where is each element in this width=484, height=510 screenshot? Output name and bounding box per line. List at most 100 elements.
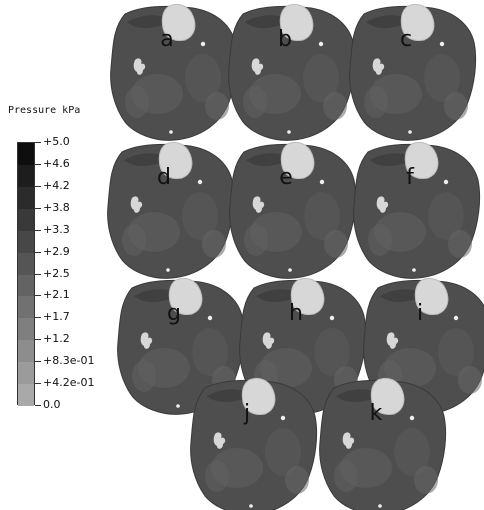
pressure-contour xyxy=(124,153,168,167)
scale-tick-label: +2.9 xyxy=(43,244,70,258)
pressure-contour xyxy=(428,192,464,240)
marker-dot xyxy=(453,315,459,321)
marker-dot xyxy=(443,179,449,185)
panel-label: h xyxy=(289,301,303,326)
scale-tick xyxy=(35,405,41,406)
scale-swatch xyxy=(18,318,34,341)
scale-swatch xyxy=(18,252,34,275)
bone-section xyxy=(372,58,385,75)
pressure-color-scale xyxy=(17,142,35,407)
low-pressure-region xyxy=(404,141,439,179)
scale-tick xyxy=(35,185,41,187)
low-pressure-region xyxy=(168,277,203,315)
scale-swatch xyxy=(18,274,34,297)
pressure-map-panel-a: a xyxy=(110,3,238,141)
pressure-contour xyxy=(336,389,380,403)
scale-tick-label: +3.3 xyxy=(43,222,70,236)
pressure-map-panel-e: e xyxy=(229,141,357,279)
marker-dot xyxy=(249,504,253,508)
panel-label: b xyxy=(278,27,292,52)
marker-dot xyxy=(169,130,173,134)
pressure-contour xyxy=(205,92,229,120)
scale-tick-label: +4.2 xyxy=(43,178,70,192)
panel-label: d xyxy=(157,165,171,190)
low-pressure-region xyxy=(414,277,449,315)
low-pressure-region xyxy=(161,3,196,41)
pressure-contour xyxy=(125,86,149,118)
scale-tick xyxy=(35,295,41,297)
pressure-contour xyxy=(256,289,300,303)
pressure-contour xyxy=(185,54,221,102)
pressure-map-panel-b: b xyxy=(228,3,356,141)
panel-label: c xyxy=(400,27,412,52)
pressure-contour xyxy=(444,92,468,120)
pressure-contour xyxy=(424,54,460,102)
scale-tick xyxy=(35,142,41,143)
pressure-contour xyxy=(303,54,339,102)
pressure-contour xyxy=(323,92,347,120)
bone-section xyxy=(213,432,226,449)
marker-dot xyxy=(200,41,206,47)
scale-tick xyxy=(35,383,41,385)
marker-dot xyxy=(439,41,445,47)
pressure-map-panel-f: f xyxy=(353,141,481,279)
low-pressure-region xyxy=(158,141,193,179)
pressure-map-panel-j: j xyxy=(190,377,318,510)
panel-label: g xyxy=(167,301,181,326)
pressure-contour xyxy=(265,428,301,476)
pressure-map-panel-g: g xyxy=(117,277,245,415)
pressure-map-panel-h: h xyxy=(239,277,367,415)
pressure-contour xyxy=(380,289,424,303)
pressure-contour xyxy=(245,15,289,29)
marker-dot xyxy=(408,130,412,134)
low-pressure-region xyxy=(241,377,276,415)
marker-dot xyxy=(197,179,203,185)
low-pressure-region xyxy=(279,3,314,41)
panel-label: e xyxy=(279,165,293,190)
pressure-contour xyxy=(438,328,474,376)
bone-section xyxy=(251,58,264,75)
pressure-contour xyxy=(324,230,348,258)
bone-section xyxy=(386,332,399,349)
scale-tick-label: +4.2e-01 xyxy=(43,376,95,390)
scale-tick xyxy=(35,361,41,363)
marker-dot xyxy=(412,268,416,272)
pressure-contour xyxy=(458,366,482,394)
pressure-contour xyxy=(205,460,229,492)
scale-tick-label: +8.3e-01 xyxy=(43,354,95,368)
marker-dot xyxy=(166,268,170,272)
pressure-contour xyxy=(244,224,268,256)
marker-dot xyxy=(318,41,324,47)
bone-section xyxy=(130,196,143,213)
bone-section xyxy=(342,432,355,449)
scale-tick xyxy=(35,317,41,319)
marker-dot xyxy=(409,415,415,421)
pressure-contour xyxy=(394,428,430,476)
pressure-map-panel-d: d xyxy=(107,141,235,279)
panel-label: f xyxy=(406,165,415,190)
pressure-map-panel-k: k xyxy=(319,377,447,510)
scale-tick xyxy=(35,339,41,341)
bone-section xyxy=(133,58,146,75)
scale-swatch xyxy=(18,296,34,319)
bone-section xyxy=(140,332,153,349)
panel-label: a xyxy=(160,27,173,52)
legend-title: Pressure kPa xyxy=(8,105,81,116)
pressure-contour xyxy=(132,360,156,392)
scale-tick-label: +1.2 xyxy=(43,332,70,346)
marker-dot xyxy=(280,415,286,421)
panel-label: k xyxy=(370,401,383,426)
pressure-map-panel-c: c xyxy=(349,3,477,141)
scale-tick xyxy=(35,207,41,209)
scale-tick-label: +1.7 xyxy=(43,310,70,324)
scale-tick-label: +2.5 xyxy=(43,266,70,280)
pressure-contour xyxy=(207,389,251,403)
scale-tick xyxy=(35,251,41,253)
panel-label: i xyxy=(417,301,423,326)
scale-tick xyxy=(35,163,41,165)
pressure-contour xyxy=(202,230,226,258)
scale-swatch xyxy=(18,164,34,188)
scale-tick-label: +4.6 xyxy=(43,156,70,170)
pressure-contour xyxy=(134,289,178,303)
pressure-contour xyxy=(314,328,350,376)
